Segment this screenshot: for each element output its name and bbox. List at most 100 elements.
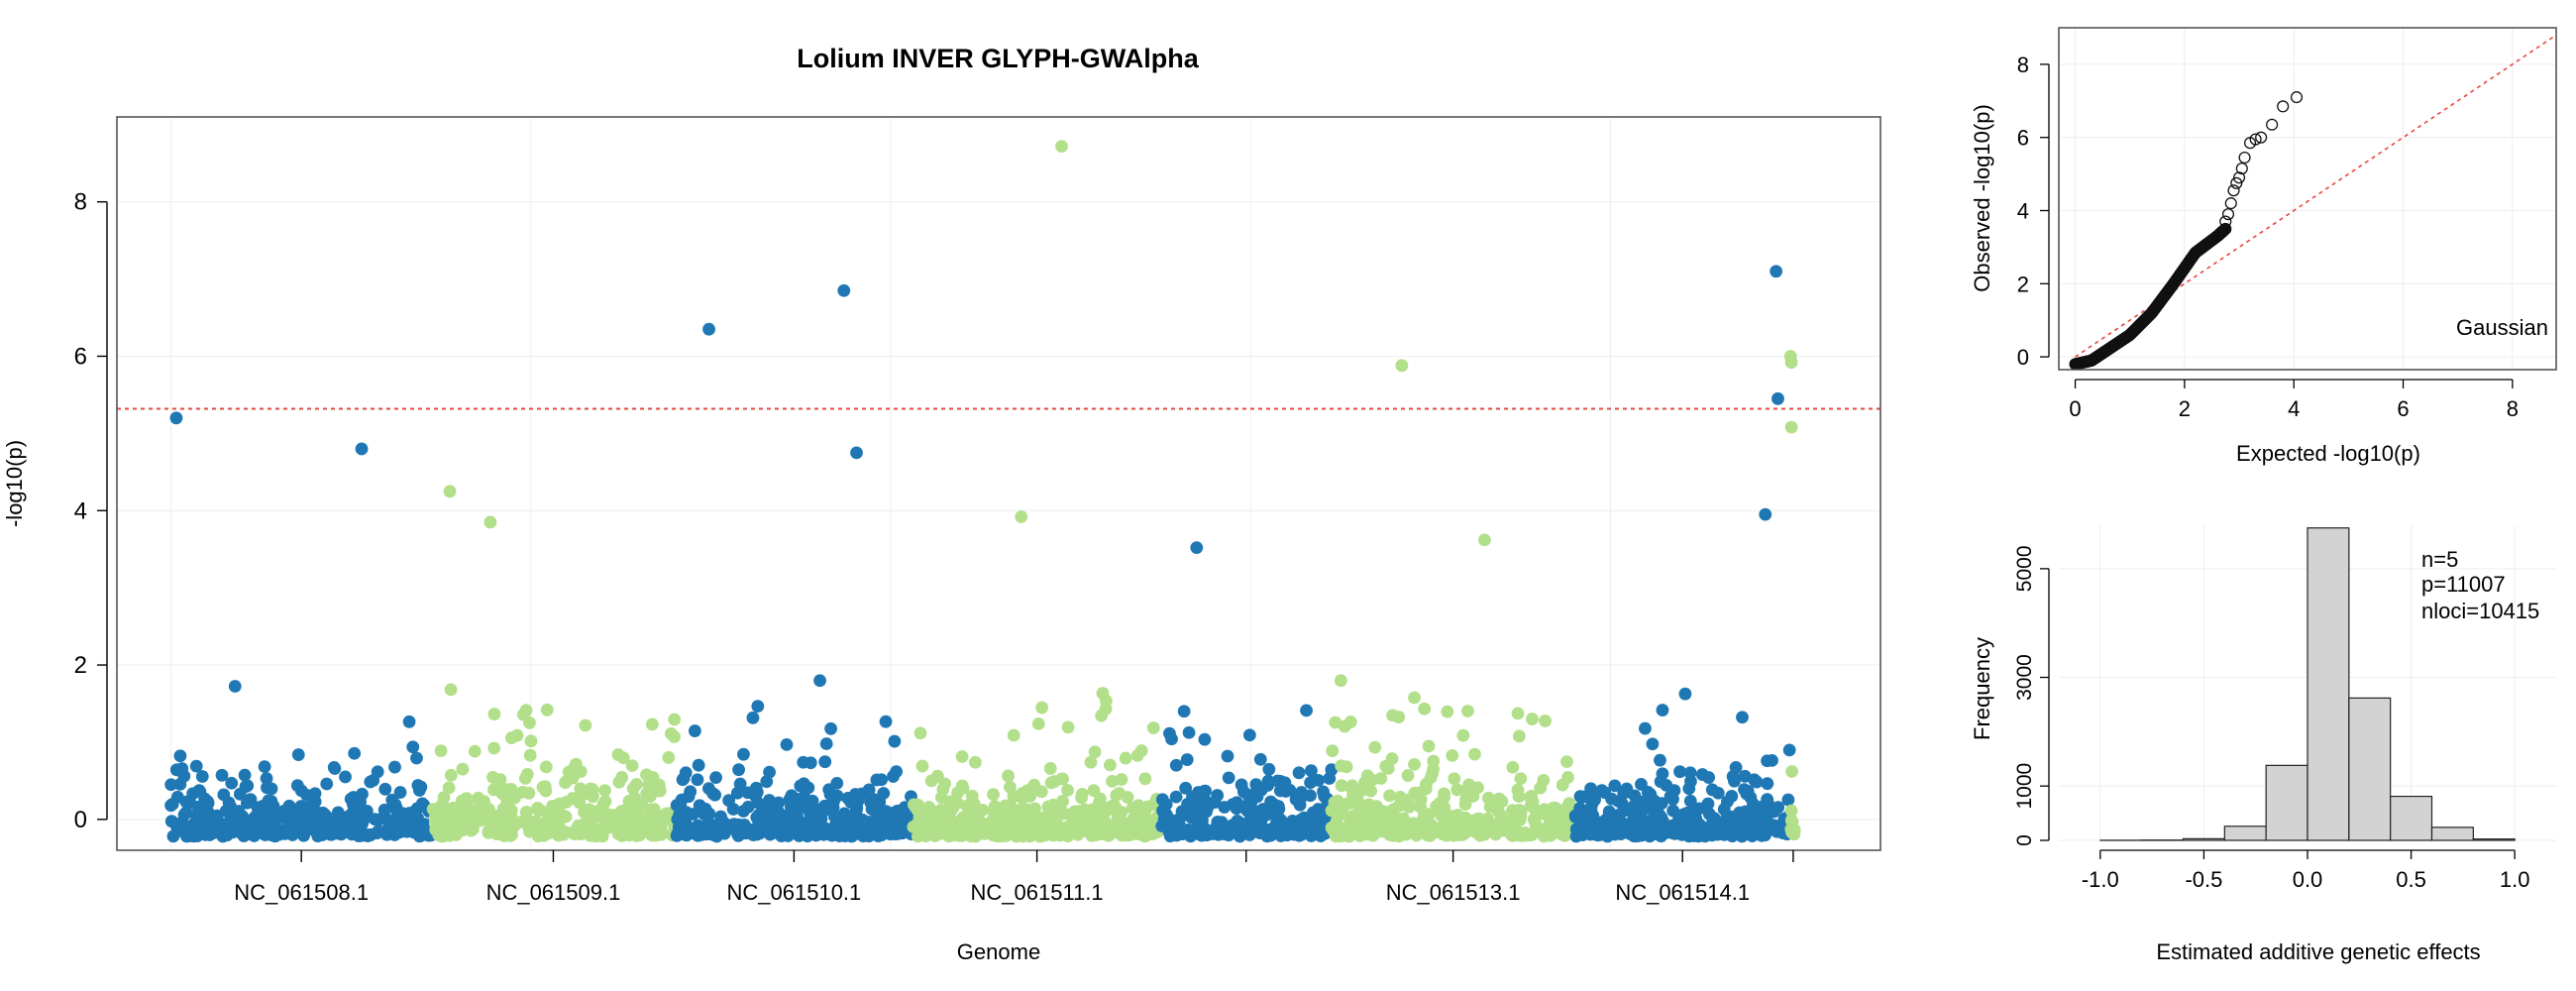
manhattan-point (1582, 790, 1595, 804)
manhattan-point (1250, 790, 1264, 804)
manhattan-point (960, 799, 974, 813)
manhattan-point (708, 827, 722, 840)
manhattan-point (240, 796, 254, 810)
manhattan-point (508, 791, 522, 805)
manhattan-point (447, 801, 460, 815)
manhattan-point (698, 802, 712, 816)
manhattan-point (1262, 762, 1276, 776)
manhattan-point (522, 786, 536, 800)
manhattan-point (965, 789, 979, 803)
manhattan-point (968, 817, 982, 830)
histogram-x-tick-label: -1.0 (2082, 867, 2119, 892)
chromosome-label: NC_061513.1 (1386, 880, 1521, 905)
manhattan-point (1092, 797, 1106, 811)
histogram-bar (2430, 826, 2474, 841)
manhattan-point (1055, 772, 1069, 786)
qq-tail-point (2255, 131, 2268, 144)
manhattan-point (258, 760, 271, 774)
manhattan-point (1573, 805, 1587, 819)
manhattan-point (1191, 805, 1205, 819)
manhattan-point (1736, 711, 1749, 724)
manhattan-point (982, 826, 996, 839)
manhattan-point (860, 823, 874, 836)
manhattan-point (702, 782, 715, 796)
manhattan-point (648, 826, 662, 839)
qq-tail-point (2277, 100, 2290, 113)
manhattan-point (1312, 810, 1326, 824)
qq-x-axis: 0 2 4 6 8 (2069, 379, 2519, 421)
manhattan-point (246, 813, 260, 826)
manhattan-point (335, 813, 348, 826)
manhattan-point (223, 824, 237, 837)
manhattan-point (238, 768, 252, 782)
manhattan-point (751, 796, 764, 810)
manhattan-point (227, 809, 241, 823)
manhattan-point (1605, 792, 1618, 806)
manhattan-point (819, 803, 832, 817)
manhattan-point (539, 760, 553, 774)
manhattan-point (934, 791, 948, 805)
manhattan-point (1702, 771, 1716, 784)
manhattan-point (1043, 762, 1057, 775)
manhattan-point (1413, 819, 1427, 831)
manhattan-point (523, 716, 536, 729)
manhattan-point (1480, 823, 1494, 836)
manhattan-point (1110, 789, 1124, 802)
manhattan-point (1753, 813, 1767, 826)
manhattan-point (1627, 810, 1641, 823)
manhattan-point (1512, 828, 1526, 842)
manhattan-point (1165, 732, 1178, 746)
histogram-bar (2265, 764, 2308, 841)
manhattan-point (1199, 825, 1213, 838)
manhattan-peak-point (1478, 533, 1491, 547)
manhattan-peak-point (1784, 356, 1798, 370)
manhattan-point (300, 788, 313, 802)
manhattan-point (1338, 822, 1351, 835)
manhattan-point (1675, 827, 1688, 841)
manhattan-point (924, 774, 938, 788)
manhattan-point (1353, 805, 1367, 818)
manhattan-point (536, 780, 550, 794)
manhattan-point (1739, 805, 1752, 819)
histogram-y-axis: 0 1000 3000 5000 (2013, 546, 2050, 846)
manhattan-point (1173, 812, 1186, 826)
manhattan-point (568, 761, 582, 775)
manhattan-point (1345, 813, 1359, 826)
histogram-bar (2182, 837, 2225, 841)
manhattan-point (1513, 813, 1527, 826)
manhattan-point (378, 782, 392, 796)
manhattan-point (1377, 825, 1391, 838)
manhattan-point (1071, 824, 1085, 837)
manhattan-point (1028, 802, 1041, 816)
qq-tail-point (2235, 163, 2248, 175)
manhattan-point (1422, 808, 1436, 822)
manhattan-point (636, 811, 650, 825)
manhattan-point (287, 822, 300, 835)
manhattan-peak-point (1015, 510, 1028, 523)
manhattan-point (1115, 773, 1128, 786)
manhattan-point (1106, 774, 1119, 788)
manhattan-point (233, 787, 247, 801)
manhattan-point (1682, 782, 1696, 796)
manhattan-point (1138, 772, 1152, 786)
manhattan-point (1256, 803, 1270, 816)
histogram-y-tick-label: 1000 (2013, 763, 2036, 810)
manhattan-point (1645, 815, 1659, 827)
manhattan-point (1365, 827, 1379, 840)
manhattan-point (1673, 765, 1686, 779)
manhattan-peak-point (850, 446, 863, 460)
manhattan-point (1620, 785, 1634, 799)
manhattan-point (1304, 776, 1318, 790)
manhattan-point (1654, 775, 1667, 789)
manhattan-point (1726, 770, 1740, 783)
manhattan-point (776, 822, 790, 835)
manhattan-point (1300, 704, 1313, 717)
manhattan-point (1726, 829, 1739, 843)
manhattan-point (1456, 728, 1470, 742)
manhattan-point (1392, 711, 1406, 723)
manhattan-point (1222, 771, 1235, 785)
manhattan-point (1270, 807, 1284, 821)
qq-tail-point (2221, 208, 2235, 221)
manhattan-point (931, 826, 945, 838)
manhattan-point (1656, 704, 1669, 716)
